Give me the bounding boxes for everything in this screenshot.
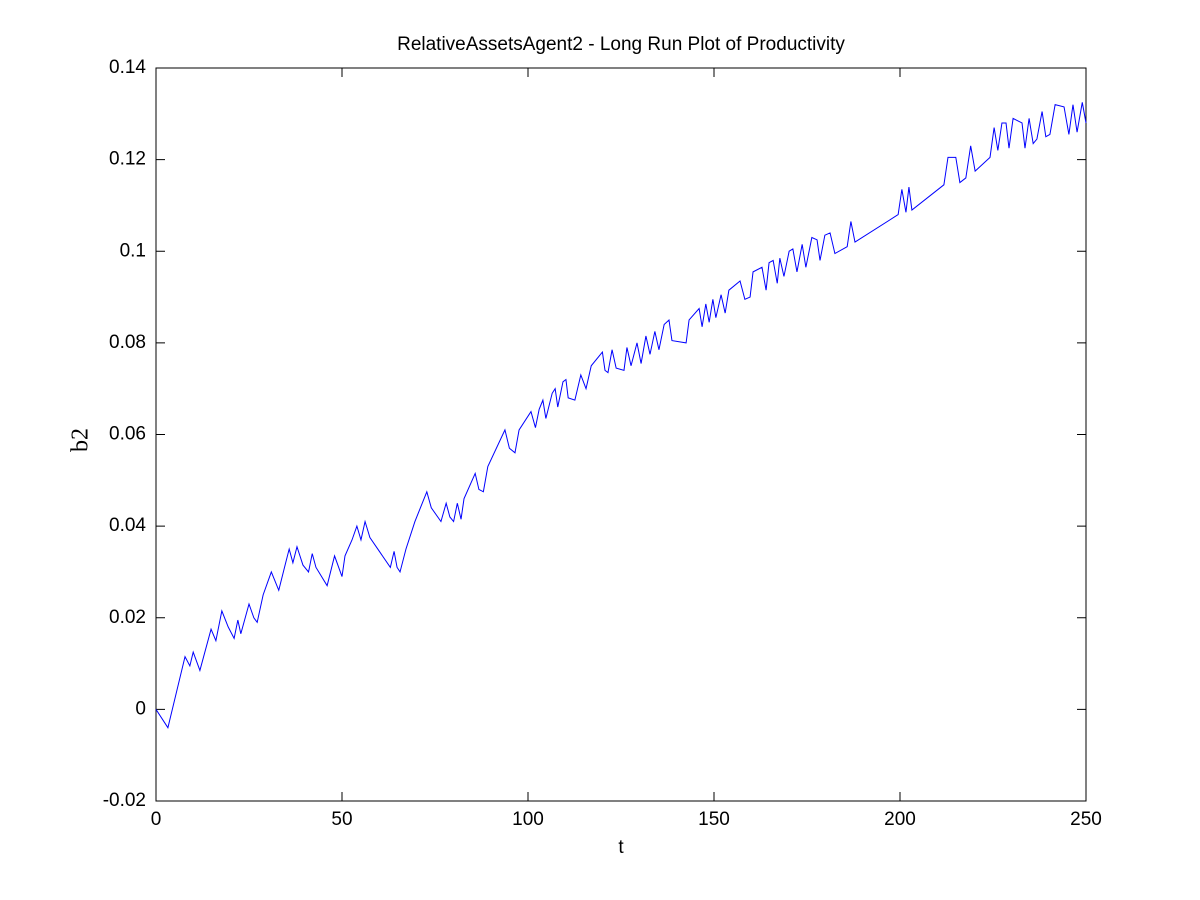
data-line — [155, 102, 1087, 729]
x-axis-label: t — [618, 837, 624, 858]
y-tick-label: 0.04 — [109, 515, 146, 536]
x-tick-label: 100 — [512, 809, 544, 830]
y-tick-label: 0.02 — [109, 607, 146, 628]
chart-title: RelativeAssetsAgent2 - Long Run Plot of … — [397, 34, 845, 55]
plot-area — [155, 67, 1087, 802]
x-tick-label: 0 — [151, 809, 162, 830]
x-tick-label: 50 — [331, 809, 352, 830]
y-tick-label: 0.08 — [109, 332, 146, 353]
y-tick-label: -0.02 — [103, 790, 146, 811]
y-tick-label: 0 — [135, 698, 146, 719]
y-axis-label: b2 — [68, 428, 94, 452]
y-tick-label: 0.06 — [109, 424, 146, 445]
y-tick-label: 0.14 — [109, 57, 146, 78]
y-tick-label: 0.12 — [109, 149, 146, 170]
x-tick-label: 250 — [1070, 809, 1102, 830]
x-tick-label: 200 — [884, 809, 916, 830]
y-tick-label: 0.1 — [120, 240, 146, 261]
x-tick-label: 150 — [698, 809, 730, 830]
